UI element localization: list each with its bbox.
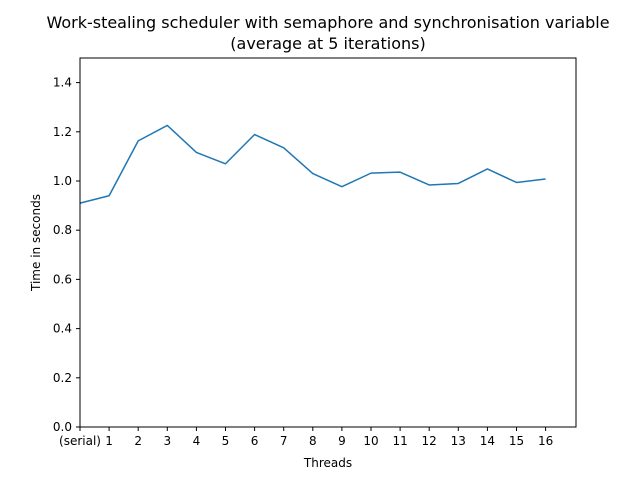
x-tick-label: 7 [280,434,288,448]
plot-frame [79,57,577,428]
y-tick-label: 0.8 [53,223,72,237]
x-tick-label: 15 [509,434,524,448]
y-axis-ticks: 0.0 0.2 0.4 0.6 0.8 1.0 1.2 1.4 [53,76,80,434]
y-tick-label: 0.0 [53,420,72,434]
x-axis-label: Threads [303,456,352,470]
y-tick-label: 0.2 [53,371,72,385]
x-tick-label: 5 [222,434,230,448]
x-axis-ticks: (serial) 1 2 3 4 5 6 7 8 9 10 11 12 13 14 15 16 [59,427,553,448]
x-tick-label: 13 [451,434,466,448]
x-tick-label: 3 [163,434,171,448]
x-tick-label: 6 [251,434,259,448]
plot-area [80,58,576,427]
chart-title-line2: (average at 5 iterations) [230,34,425,53]
x-tick-label: 12 [422,434,437,448]
y-tick-label: 0.4 [53,322,72,336]
x-tick-label: 16 [538,434,553,448]
y-axis-label: Time in seconds [29,194,43,292]
x-tick-label: 4 [193,434,201,448]
x-tick-label: 2 [134,434,142,448]
chart-title-line1: Work-stealing scheduler with semaphore a… [46,13,609,32]
series-line [79,124,546,204]
x-tick-label: 8 [309,434,317,448]
x-tick-label: (serial) [59,434,101,448]
y-tick-label: 1.4 [53,76,72,90]
series-layer [79,124,546,204]
x-tick-label: 14 [480,434,495,448]
x-tick-label: 1 [105,434,113,448]
x-tick-label: 9 [338,434,346,448]
y-tick-label: 0.6 [53,272,72,286]
y-tick-label: 1.0 [53,174,72,188]
x-tick-label: 11 [392,434,407,448]
x-tick-label: 10 [363,434,378,448]
y-tick-label: 1.2 [53,125,72,139]
